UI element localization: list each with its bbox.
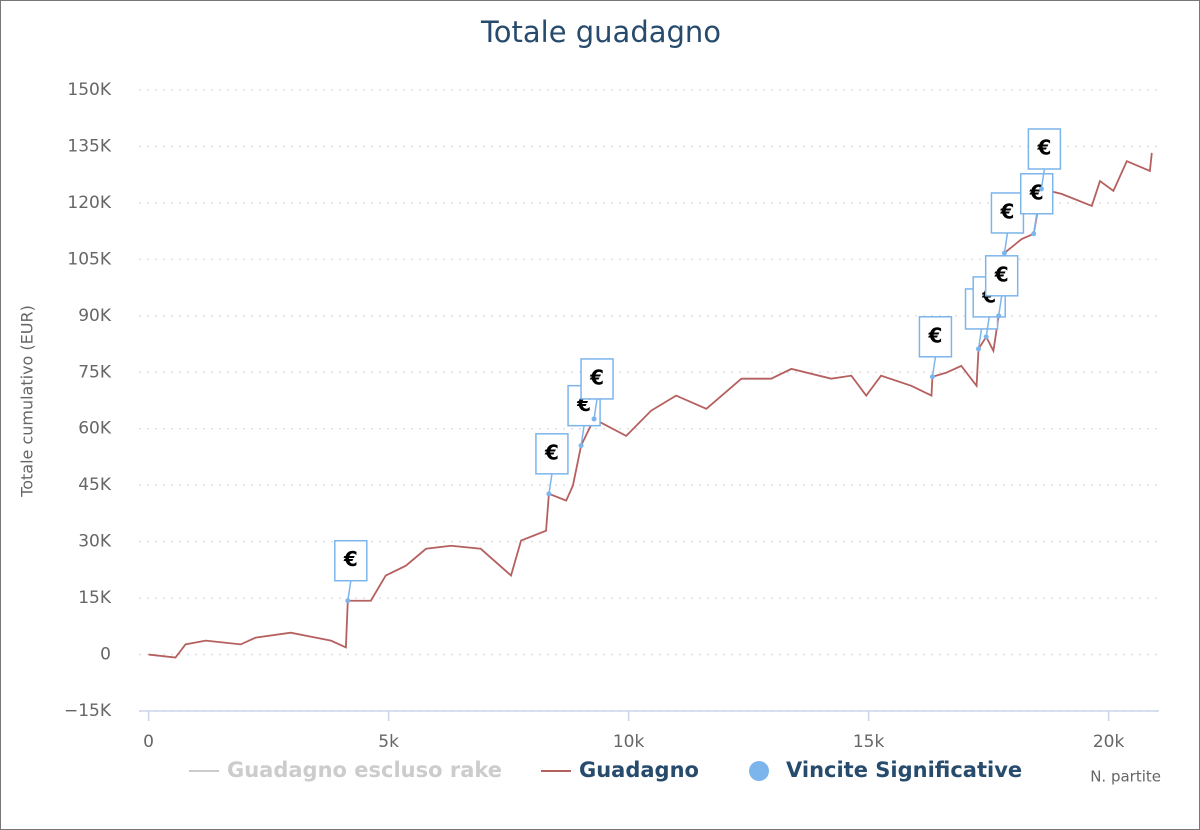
win-point xyxy=(996,313,1002,319)
y-tick-label: 0 xyxy=(100,645,111,665)
y-tick-label: 150K xyxy=(67,80,111,100)
flag-label: € xyxy=(927,323,942,347)
flag-box xyxy=(1019,173,1054,215)
y-tick-label: 15K xyxy=(78,588,112,608)
win-point xyxy=(1001,250,1007,256)
flag-label: € xyxy=(589,365,604,389)
flag-connector xyxy=(1003,232,1009,254)
y-tick-label: 120K xyxy=(67,193,111,213)
win-point xyxy=(976,346,982,352)
legend-symbol xyxy=(749,761,769,781)
win-point xyxy=(578,443,584,449)
win-point xyxy=(591,416,597,422)
flag-label: € xyxy=(994,262,1009,286)
y-tick-label: 30K xyxy=(78,532,112,552)
flag-box xyxy=(984,255,1019,297)
x-axis-title: N. partite xyxy=(1090,768,1161,786)
flag-connector xyxy=(997,295,1003,316)
win-point xyxy=(546,491,552,497)
x-tick-label: 15k xyxy=(853,732,885,752)
y-tick-label: 60K xyxy=(78,419,112,439)
y-tick-label: 90K xyxy=(78,306,112,326)
x-tick-label: 10k xyxy=(613,732,645,752)
flag-connector xyxy=(548,473,553,494)
flag-connector xyxy=(931,356,937,377)
data-line xyxy=(148,152,1153,659)
flag-label: € xyxy=(544,440,559,464)
flag-box xyxy=(580,358,614,400)
flag-box xyxy=(334,539,368,582)
flag-box xyxy=(535,433,569,475)
x-tick-label: 0 xyxy=(143,732,154,752)
flag-label: € xyxy=(1036,135,1051,159)
y-axis-title: Totale cumulativo (EUR) xyxy=(18,305,37,498)
flag-label: € xyxy=(999,199,1014,223)
flag-connector xyxy=(977,328,983,350)
x-tick-label: 5k xyxy=(378,732,399,752)
win-point xyxy=(983,334,989,340)
flag-box xyxy=(918,316,953,358)
y-tick-label: 75K xyxy=(78,362,112,382)
win-point xyxy=(1038,186,1044,192)
flag-connector xyxy=(1040,168,1046,190)
y-tick-label: −15K xyxy=(64,701,112,721)
y-tick-label: 135K xyxy=(67,136,111,156)
flag-connector xyxy=(347,580,352,601)
legend-label[interactable]: Guadagno xyxy=(579,758,699,782)
flag-connector xyxy=(593,398,598,420)
y-tick-label: 45K xyxy=(78,475,112,495)
flag-connector xyxy=(1032,213,1038,234)
win-point xyxy=(929,374,935,380)
x-tick-label: 20k xyxy=(1093,732,1125,752)
chart-title: Totale guadagno xyxy=(480,15,721,49)
legend-label[interactable]: Vincite Significative xyxy=(786,758,1022,782)
flag-connector xyxy=(580,425,585,446)
flag-connector xyxy=(985,316,990,338)
flag-label: € xyxy=(343,547,358,571)
y-tick-label: 105K xyxy=(67,249,111,269)
legend-label[interactable]: Guadagno escluso rake xyxy=(227,758,502,782)
win-point xyxy=(345,598,351,604)
win-point xyxy=(1031,231,1037,237)
flag-label: € xyxy=(1029,180,1044,204)
flag-box xyxy=(1027,128,1062,170)
